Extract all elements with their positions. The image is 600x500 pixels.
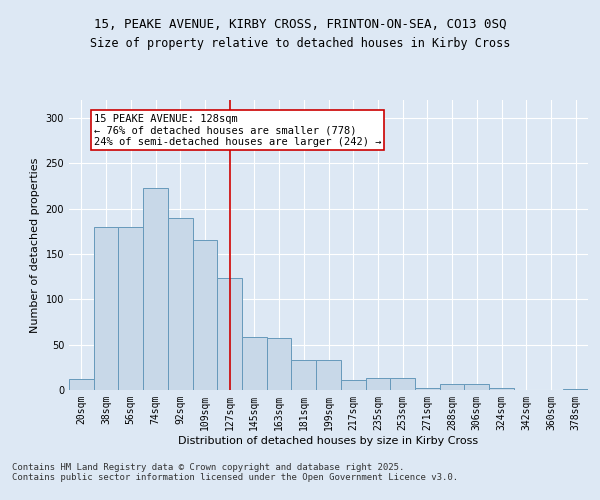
Bar [415,388,440,390]
Bar [292,360,316,390]
Bar [267,338,292,390]
Text: Size of property relative to detached houses in Kirby Cross: Size of property relative to detached ho… [90,38,510,51]
Bar [168,218,193,390]
Y-axis label: Number of detached properties: Number of detached properties [30,158,40,332]
Bar [316,360,341,390]
Bar [365,378,390,390]
Bar [69,379,94,390]
Bar [193,240,217,390]
Bar [341,380,365,390]
Bar [217,278,242,390]
Text: 15, PEAKE AVENUE, KIRBY CROSS, FRINTON-ON-SEA, CO13 0SQ: 15, PEAKE AVENUE, KIRBY CROSS, FRINTON-O… [94,18,506,30]
Bar [563,389,588,390]
Bar [242,338,267,390]
Bar [464,384,489,390]
Bar [94,227,118,390]
Bar [118,227,143,390]
Bar [390,378,415,390]
Bar [489,388,514,390]
Text: Contains HM Land Registry data © Crown copyright and database right 2025.
Contai: Contains HM Land Registry data © Crown c… [12,462,458,482]
Bar [143,188,168,390]
Text: 15 PEAKE AVENUE: 128sqm
← 76% of detached houses are smaller (778)
24% of semi-d: 15 PEAKE AVENUE: 128sqm ← 76% of detache… [94,114,381,147]
Bar [440,384,464,390]
X-axis label: Distribution of detached houses by size in Kirby Cross: Distribution of detached houses by size … [178,436,479,446]
